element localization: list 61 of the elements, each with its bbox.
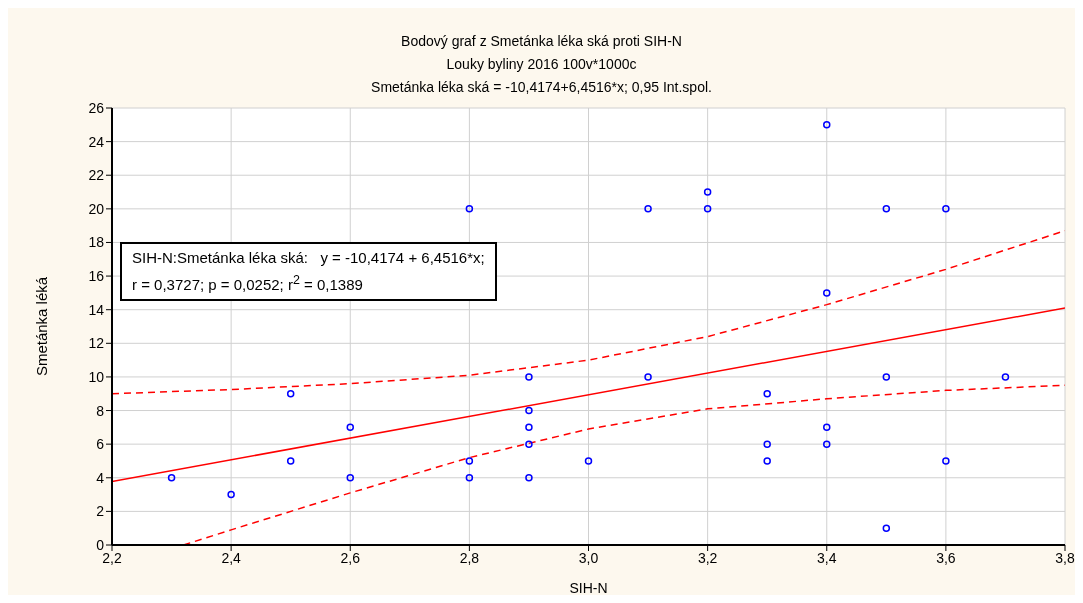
chart-subtitle: Louky byliny 2016 100v*1000c Smetánka léka ská = -10,4174+6,4516*x; 0,95 Int.spol. [370,55,713,97]
point [882,373,891,381]
x-tick-label: 3,2 [697,549,718,566]
point [465,205,474,213]
point [525,423,533,432]
y-tick-label: 12 [88,335,105,352]
chart-title: Bodový graf z Smetánka léka ská proti SIH-N [400,32,683,51]
point [942,205,950,213]
point [942,457,950,465]
point [167,474,176,482]
x-tick-label: 3,0 [578,549,599,566]
y-tick-label: 0 [96,537,105,553]
point [286,457,295,465]
x-tick-label: 2,8 [459,549,480,566]
point [823,289,831,297]
x-tick-label: 2,2 [102,549,122,566]
point [823,440,831,448]
point [465,474,474,482]
y-tick-label: 8 [96,402,105,419]
y-tick-label: 16 [88,268,105,285]
point [644,205,652,213]
y-tick-label: 2 [96,503,105,520]
y-tick-label: 4 [96,469,105,486]
point [882,524,891,532]
point [465,457,474,465]
y-axis-title: Smetánka léká [33,276,51,377]
point [823,423,831,432]
y-tick-label: 18 [88,234,105,251]
x-tick-label: 3,6 [936,549,956,566]
point [286,389,295,398]
annotation: r = 0,3727; p = 0,0252; r$^{2}$ = 0,1389 [132,272,364,295]
y-tick-label: 24 [88,133,105,150]
point [644,373,652,381]
x-tick-label: 3,4 [817,549,837,566]
x-tick-label: 3,8 [1055,549,1075,566]
point [703,205,712,213]
y-tick-label: 6 [96,436,105,453]
y-tick-label: 20 [88,200,105,217]
x-axis-title: SIH-N [569,580,608,596]
point [1001,373,1010,381]
point [823,121,831,129]
point [525,474,533,482]
point [763,389,771,398]
point [882,205,891,213]
point [584,457,593,465]
y-tick-label: 22 [88,167,105,184]
y-tick-label: 26 [88,100,105,116]
point [763,440,771,448]
point [525,406,533,415]
annotation: SIH-N:Smetánka léka ská: y = -10,4174 + 6,4516*x; [132,248,485,268]
x-tick-label: 2,6 [340,549,361,566]
point [703,188,712,196]
y-tick-label: 10 [88,368,105,385]
x-tick-label: 2,4 [221,549,242,566]
point [525,373,533,381]
point [525,440,533,448]
point [227,490,235,499]
y-tick-label: 14 [88,301,105,318]
point [346,423,354,432]
point [763,457,771,465]
point [346,474,354,482]
